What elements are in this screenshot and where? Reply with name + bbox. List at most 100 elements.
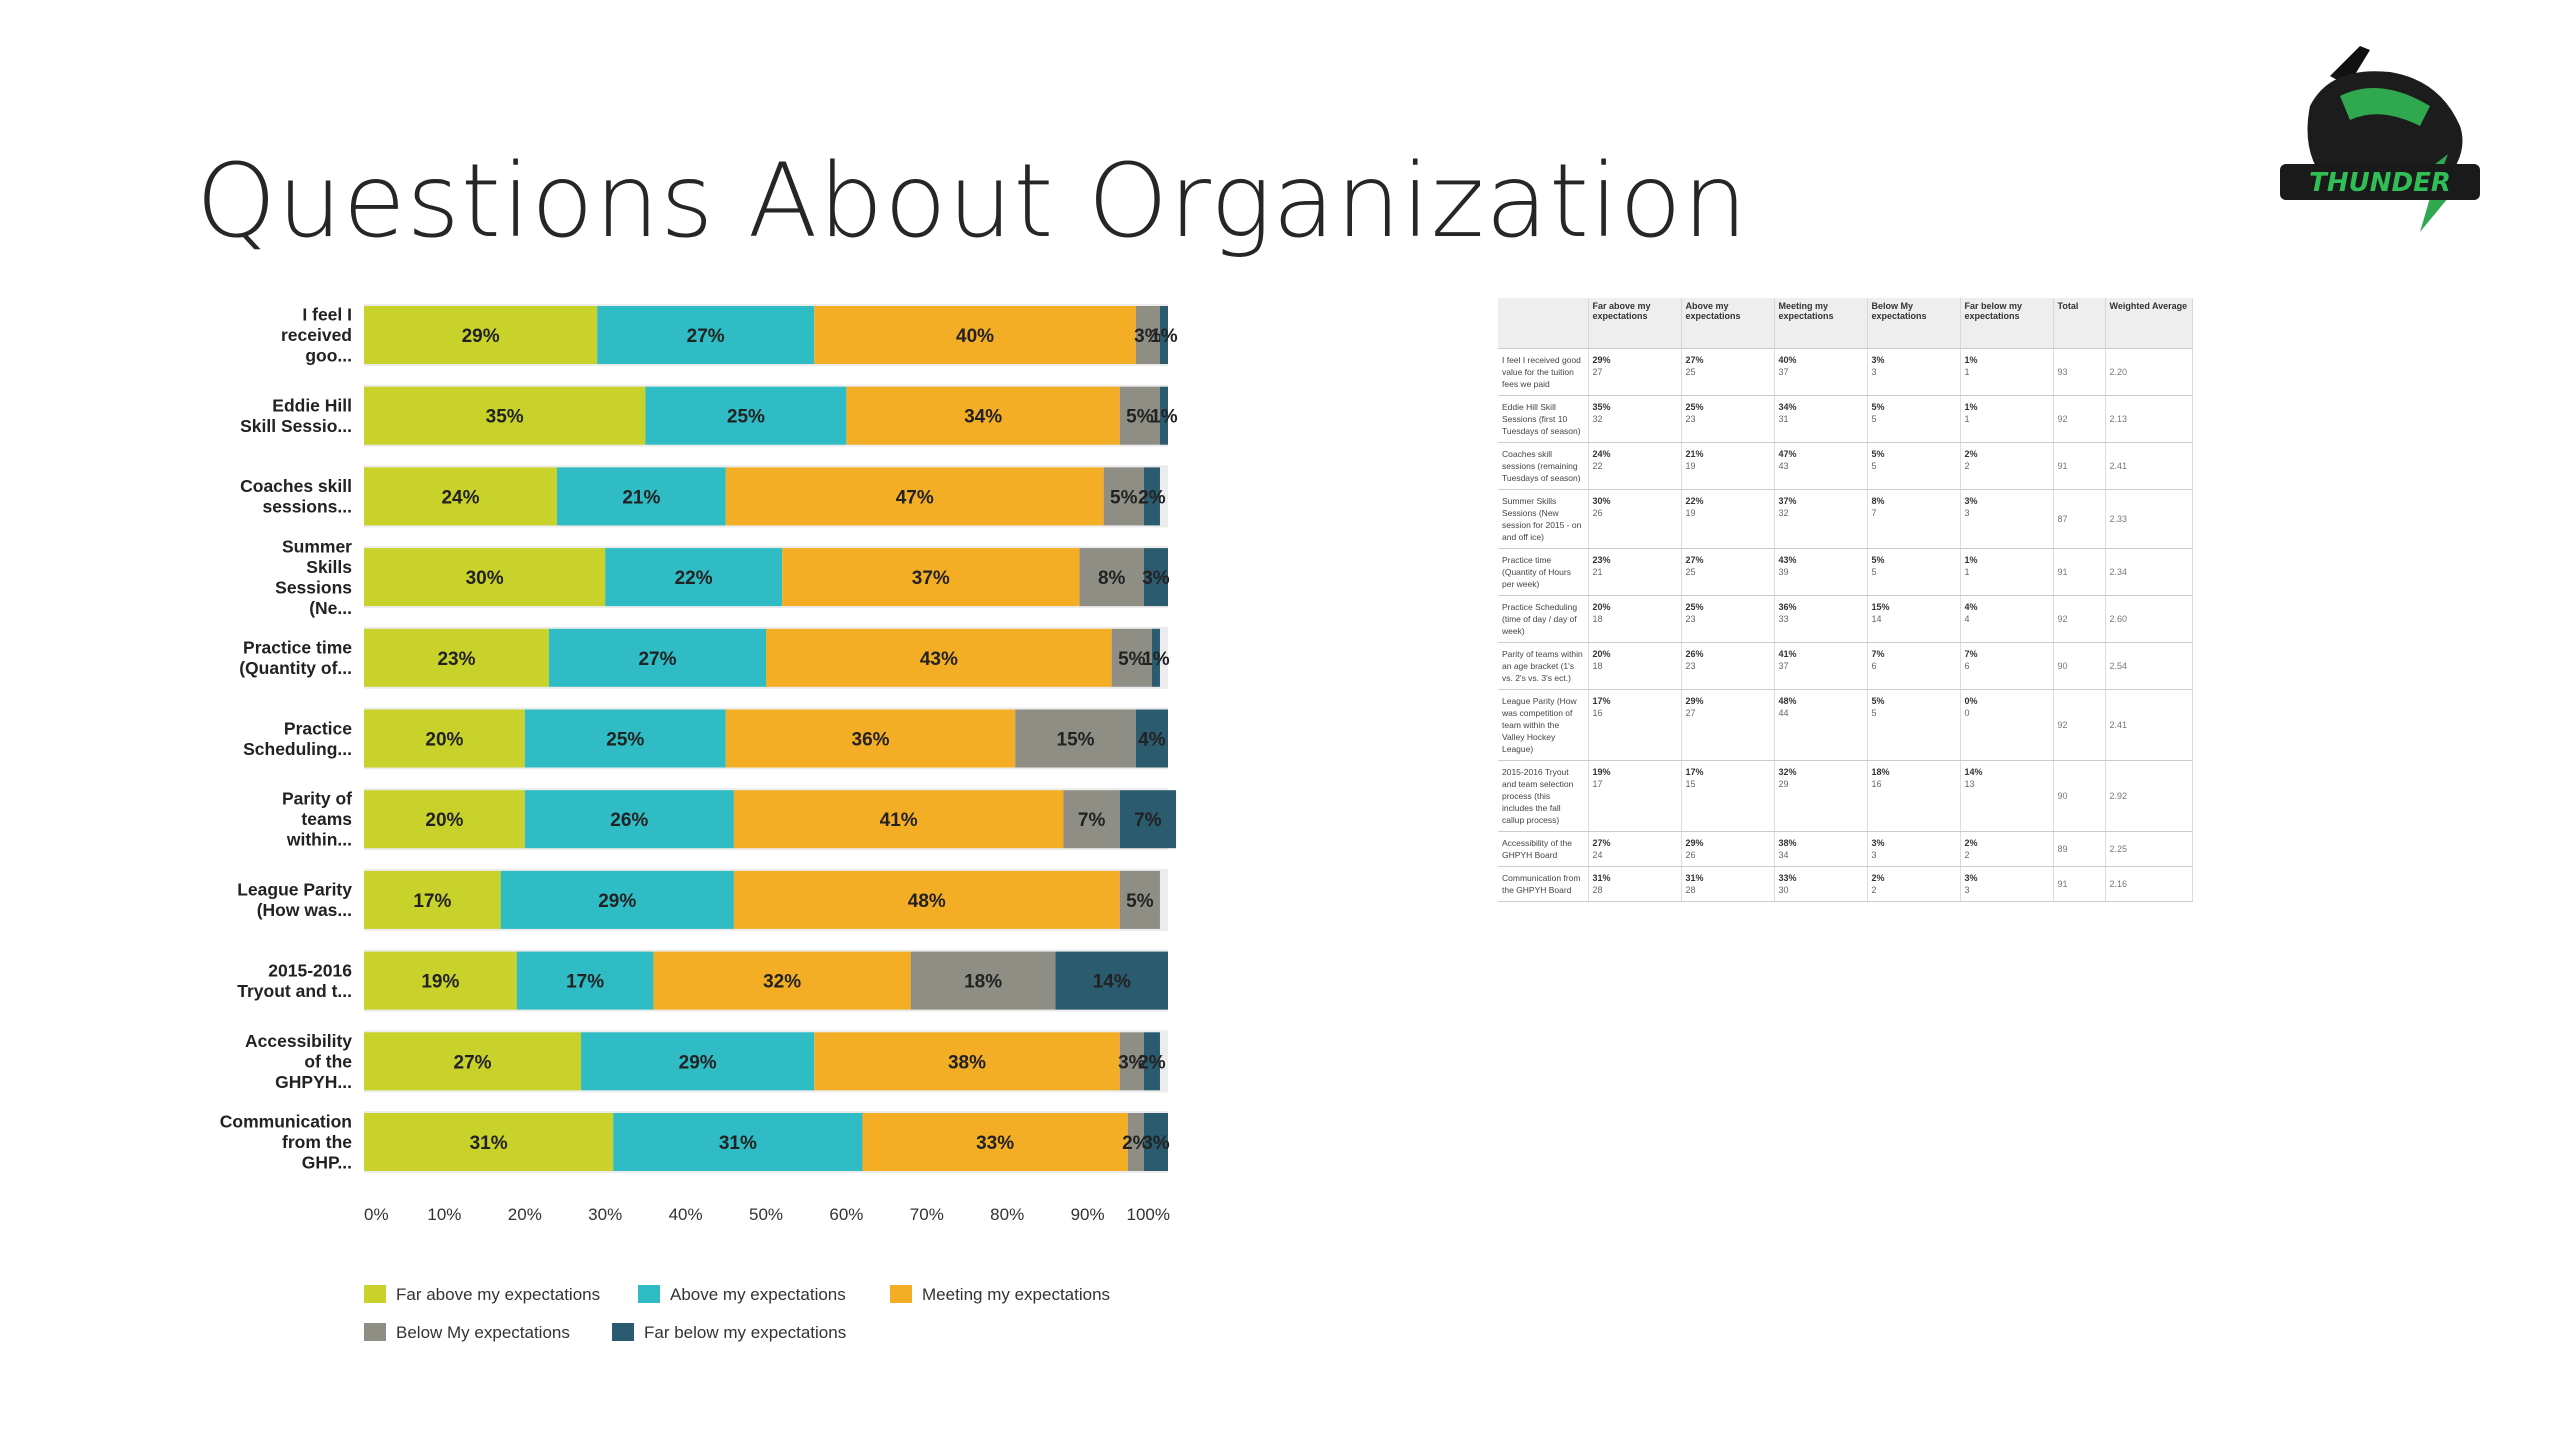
response-count: 1	[1964, 367, 1970, 377]
segment-label: 5%	[1110, 487, 1138, 508]
response-count: 44	[1778, 708, 1789, 718]
question-cell: Parity of teams within an age bracket (1…	[1498, 642, 1589, 690]
bar-segment	[556, 467, 726, 526]
segment-label: 3%	[1142, 1133, 1170, 1154]
category-label: goo...	[305, 346, 352, 366]
response-percent: 29%	[1592, 355, 1611, 365]
table-row: Summer Skills Sessions (New session for …	[1498, 489, 2193, 549]
response-count: 3	[1964, 885, 1970, 895]
segment-label: 35%	[486, 407, 524, 428]
response-cell: 31% 28	[1681, 866, 1775, 902]
response-cell: 30% 26	[1588, 489, 1682, 549]
response-count: 3	[1871, 367, 1877, 377]
x-tick-label: 80%	[990, 1205, 1024, 1224]
stacked-bar-chart: 29% 27% 40% 3%1%35% 25% 34% 5%1%24% 21% 47% 5% 2%3…	[220, 304, 1178, 1342]
category-label: within...	[286, 830, 352, 850]
response-percent: 5%	[1871, 555, 1885, 565]
category-label: Skill Sessio...	[240, 416, 352, 436]
bar-segment	[613, 1113, 863, 1171]
x-tick-label: 100%	[1127, 1205, 1170, 1224]
response-percent: 17%	[1685, 767, 1704, 777]
response-cell: 43% 39	[1774, 548, 1868, 596]
response-cell: 2% 2	[1960, 442, 2054, 490]
response-percent: 3%	[1871, 838, 1885, 848]
total-cell: 93	[2053, 348, 2106, 396]
x-tick-label: 40%	[669, 1205, 703, 1224]
bar-segment	[364, 790, 525, 849]
response-count: 2	[1964, 850, 1970, 860]
category-label: Communication	[220, 1112, 352, 1132]
legend-swatch	[364, 1285, 386, 1303]
weighted-average-cell: 2.16	[2105, 866, 2193, 902]
category-label: Accessibility	[245, 1031, 352, 1051]
response-cell: 1% 1	[1960, 395, 2054, 443]
bar-segment	[516, 951, 654, 1010]
results-table: Far above my expectations Above my expect…	[1498, 298, 2193, 902]
response-count: 5	[1871, 708, 1877, 718]
response-cell: 29% 27	[1681, 689, 1775, 761]
category-label: GHPYH...	[275, 1072, 352, 1092]
logo-accent-shape	[2340, 88, 2430, 126]
response-cell: 7% 6	[1867, 642, 1961, 690]
total-cell: 92	[2053, 689, 2106, 761]
segment-label: 21%	[622, 487, 660, 508]
response-percent: 38%	[1778, 838, 1797, 848]
category-label: I feel I	[302, 305, 352, 325]
segment-label: 38%	[948, 1052, 986, 1073]
response-percent: 29%	[1685, 696, 1704, 706]
segment-label: 27%	[638, 649, 676, 670]
response-percent: 32%	[1778, 767, 1797, 777]
response-cell: 26% 23	[1681, 642, 1775, 690]
bar-segment	[364, 386, 646, 445]
segment-label: 29%	[598, 891, 636, 912]
response-count: 1	[1964, 567, 1970, 577]
response-percent: 40%	[1778, 355, 1797, 365]
slide-title: Questions About Organization	[196, 142, 1749, 261]
response-cell: 47% 43	[1774, 442, 1868, 490]
bar-segment	[605, 548, 783, 607]
response-percent: 5%	[1871, 449, 1885, 459]
table-row: I feel I received good value for the tui…	[1498, 348, 2193, 396]
question-cell: 2015-2016 Tryout and team selection proc…	[1498, 760, 1589, 832]
segment-label: 31%	[470, 1133, 508, 1154]
legend-swatch	[890, 1285, 912, 1303]
bar-segment	[1143, 548, 1168, 607]
response-count: 0	[1964, 708, 1970, 718]
bar-segment	[846, 386, 1120, 445]
response-percent: 48%	[1778, 696, 1797, 706]
x-tick-label: 20%	[508, 1205, 542, 1224]
bar-segment	[524, 790, 734, 849]
response-count: 32	[1778, 508, 1789, 518]
response-count: 29	[1778, 779, 1789, 789]
weighted-average-cell: 2.34	[2105, 548, 2193, 596]
response-cell: 40% 37	[1774, 348, 1868, 396]
bar-segment	[1135, 709, 1168, 768]
bar-segment	[1119, 1032, 1144, 1091]
response-count: 16	[1592, 708, 1603, 718]
bar-segment	[814, 1032, 1120, 1091]
bar-segment	[364, 628, 549, 687]
bar-segment	[364, 548, 606, 607]
response-percent: 41%	[1778, 649, 1797, 659]
response-count: 22	[1592, 461, 1603, 471]
segment-label: 29%	[462, 326, 500, 347]
segment-label: 4%	[1138, 730, 1166, 751]
response-percent: 4%	[1964, 602, 1978, 612]
response-percent: 14%	[1964, 767, 1983, 777]
table-row: Practice time (Quantity of Hours per wee…	[1498, 548, 2193, 596]
response-cell: 17% 16	[1588, 689, 1682, 761]
response-percent: 27%	[1592, 838, 1611, 848]
response-count: 26	[1592, 508, 1603, 518]
bar-segment	[1119, 790, 1177, 849]
bar-segment	[581, 1032, 815, 1091]
bar-segment	[862, 1113, 1128, 1171]
response-percent: 8%	[1871, 496, 1885, 506]
response-percent: 3%	[1964, 873, 1978, 883]
segment-label: 33%	[976, 1133, 1014, 1154]
response-percent: 1%	[1964, 555, 1978, 565]
response-percent: 34%	[1778, 402, 1797, 412]
bar-segment	[766, 628, 1112, 687]
response-count: 3	[1964, 508, 1970, 518]
response-percent: 20%	[1592, 649, 1611, 659]
bar-segment	[1111, 628, 1152, 687]
